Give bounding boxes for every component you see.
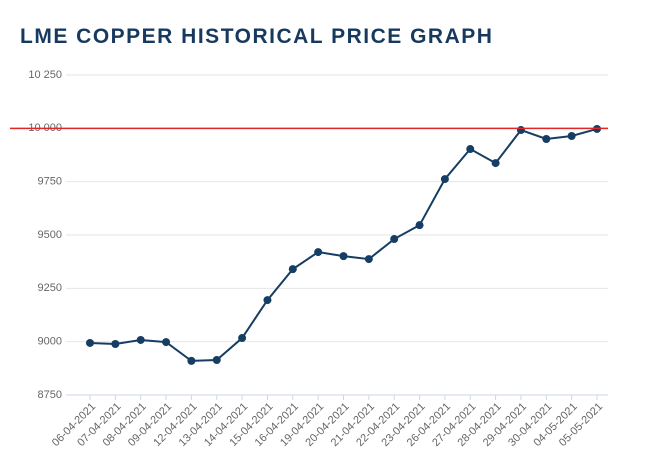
line-series — [89, 128, 598, 362]
y-tick-label: 9000 — [38, 336, 62, 348]
y-tick-label: 8750 — [38, 389, 62, 401]
point — [567, 132, 576, 141]
point — [111, 340, 120, 349]
point — [263, 296, 272, 305]
point — [364, 255, 373, 264]
point — [440, 175, 449, 184]
point — [339, 252, 348, 261]
point — [415, 221, 424, 230]
y-tick-label: 10 250 — [28, 69, 62, 81]
point — [390, 235, 399, 244]
point — [288, 265, 297, 274]
point — [238, 334, 247, 343]
y-tick-label: 9750 — [38, 176, 62, 188]
point — [212, 356, 221, 365]
point — [466, 145, 475, 154]
point — [491, 159, 500, 168]
point — [314, 248, 323, 257]
y-tick-label: 9250 — [38, 282, 62, 294]
point — [136, 335, 145, 344]
point — [162, 338, 171, 347]
chart-title: LME COPPER HISTORICAL PRICE GRAPH — [20, 25, 493, 48]
point — [86, 338, 94, 347]
y-tick-label: 9500 — [38, 229, 62, 241]
point — [516, 126, 525, 135]
point — [542, 135, 551, 143]
point — [187, 356, 196, 365]
